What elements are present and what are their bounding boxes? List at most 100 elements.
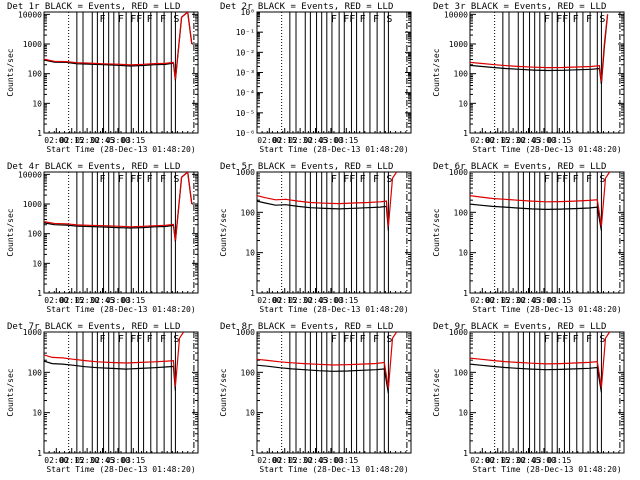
plot-frame [469,331,625,454]
x-tick-label: 03:15 [121,456,145,465]
events-series-line [257,200,389,231]
x-tick-label: 02:00 [470,296,494,305]
y-tick-label: 1 [37,289,42,298]
x-tick-label: 02:45 [90,456,114,465]
x-tick-label: 03:00 [106,136,130,145]
flag-label: FF [343,14,355,25]
flag-label: F [544,174,550,185]
x-tick-label: 03:15 [121,296,145,305]
x-axis-label: Start Time (28-Dec-13 01:48:20) [472,465,621,474]
y-tick-label: 10⁻⁵ [236,109,255,118]
x-tick-label: 03:15 [547,456,571,465]
lld-series-line [470,172,611,227]
x-tick-label: 02:45 [516,296,540,305]
y-axis-label: Counts/sec [432,208,441,256]
flag-label: F [160,174,166,185]
lld-series-line [44,332,185,387]
flag-label: F [373,14,379,25]
flag-label: F [160,14,166,25]
flag-label: F [544,14,550,25]
lld-series-line [257,172,398,227]
x-axis-label: Start Time (28-Dec-13 01:48:20) [472,145,621,154]
x-tick-label: 02:30 [501,136,525,145]
x-tick-label: 03:15 [547,136,571,145]
x-axis-label: Start Time (28-Dec-13 01:48:20) [46,465,195,474]
flag-label: FF [556,174,568,185]
lld-series-line [470,332,611,388]
x-tick-label: 02:45 [516,136,540,145]
lld-series-line [44,172,193,241]
y-tick-label: 100 [28,368,43,377]
x-axis-label: Start Time (28-Dec-13 01:48:20) [472,305,621,314]
plot-title: Det 5r BLACK = Events, RED = LLD [220,162,393,172]
y-tick-label: 10000 [18,170,42,179]
flag-label: S [386,174,392,185]
flag-label: F [573,14,579,25]
y-tick-label: 100 [454,208,469,217]
plot-frame [256,11,412,134]
y-tick-label: 10 [245,409,255,418]
x-tick-label: 02:30 [288,296,312,305]
x-tick-label: 02:00 [470,456,494,465]
y-tick-label: 1000 [449,328,468,337]
plot-title: Det 6r BLACK = Events, RED = LLD [433,162,606,172]
x-tick-label: 02:00 [44,296,68,305]
lld-series-line [44,12,193,80]
x-tick-label: 02:30 [288,136,312,145]
y-tick-label: 10 [458,249,468,258]
x-tick-label: 03:00 [319,296,343,305]
x-tick-label: 03:15 [334,456,358,465]
flag-label: F [160,334,166,345]
y-tick-label: 1 [463,289,468,298]
flag-label: S [173,334,179,345]
flag-label: F [360,334,366,345]
x-tick-label: 02:00 [44,136,68,145]
x-tick-label: 02:15 [273,456,297,465]
flag-label: F [573,334,579,345]
flag-label: FF [130,174,142,185]
x-tick-label: 02:00 [257,456,281,465]
x-axis-label: Start Time (28-Dec-13 01:48:20) [259,145,408,154]
flag-label: F [147,174,153,185]
y-tick-label: 1 [37,129,42,138]
x-tick-label: 03:15 [334,296,358,305]
y-tick-label: 1 [37,449,42,458]
flag-label: F [99,14,105,25]
x-tick-label: 02:30 [75,296,99,305]
x-tick-label: 03:15 [334,136,358,145]
x-tick-label: 02:15 [486,456,510,465]
flag-label: S [599,174,605,185]
x-tick-label: 02:00 [257,296,281,305]
x-tick-label: 02:30 [288,456,312,465]
plot-title: Det 4r BLACK = Events, RED = LLD [7,162,180,172]
flag-label: F [586,334,592,345]
y-tick-label: 100 [454,368,469,377]
plot-title: Det 2r BLACK = Events, RED = LLD [220,2,393,12]
x-tick-label: 02:15 [60,296,84,305]
y-tick-label: 100 [454,70,469,79]
x-axis-label: Start Time (28-Dec-13 01:48:20) [46,305,195,314]
x-axis-label: Start Time (28-Dec-13 01:48:20) [259,465,408,474]
x-tick-label: 02:00 [257,136,281,145]
lld-series-line [257,332,398,389]
x-axis-label: Start Time (28-Dec-13 01:48:20) [259,305,408,314]
flag-label: FF [343,334,355,345]
y-tick-label: 1000 [449,40,468,49]
events-series-line [470,363,602,393]
x-tick-label: 02:30 [75,456,99,465]
flag-label: S [173,14,179,25]
x-tick-label: 02:00 [470,136,494,145]
y-tick-label: 100 [28,70,43,79]
flag-label: F [99,174,105,185]
x-tick-label: 03:00 [319,136,343,145]
x-tick-label: 02:45 [90,296,114,305]
flag-label: S [386,334,392,345]
